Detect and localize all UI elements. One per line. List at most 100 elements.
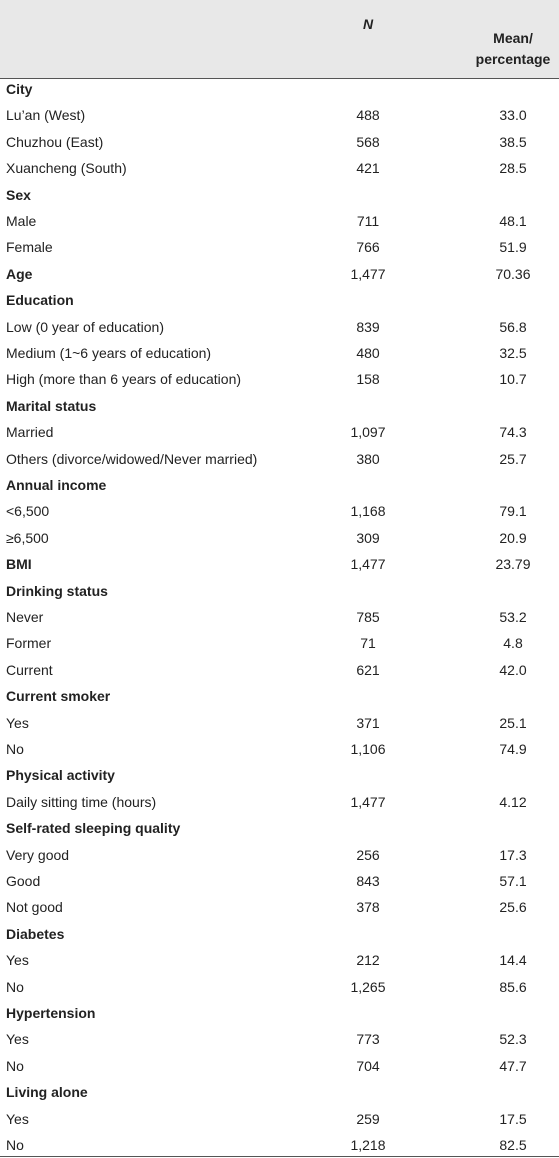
row-label: No: [6, 978, 24, 995]
table-row: Yes 371 25.1: [0, 710, 559, 736]
cell-value: 158: [356, 371, 380, 388]
table-row: Self-rated sleeping quality: [0, 815, 559, 841]
cell-value: 28.5: [499, 160, 527, 177]
table-row: Very good 256 17.3: [0, 842, 559, 868]
cell-value: 17.5: [499, 1110, 527, 1127]
cell-value: 85.6: [499, 978, 527, 995]
cell-value: 1,218: [350, 1137, 386, 1153]
row-label: No: [6, 741, 24, 757]
cell-value: 378: [356, 899, 380, 916]
table-row: Current smoker: [0, 683, 559, 709]
cell-value: 20.9: [499, 529, 527, 546]
cell-value: 42.0: [499, 661, 527, 678]
cell-value: 309: [356, 529, 380, 546]
row-label: High (more than 6 years of education): [6, 371, 242, 388]
cell-value: 74.9: [499, 741, 527, 757]
cell-value: 380: [356, 450, 380, 467]
cell-value: 52.3: [499, 1031, 527, 1048]
table-row: Diabetes: [0, 921, 559, 947]
table-row: Xuancheng (South) 421 28.5: [0, 155, 559, 181]
table-row: No 1,218 82.5: [0, 1132, 559, 1158]
table-row: Yes 259 17.5: [0, 1106, 559, 1132]
row-label: Chuzhou (East): [6, 133, 104, 150]
cell-value: 25.6: [499, 899, 527, 916]
cell-value: 25.1: [499, 714, 527, 731]
cell-value: 70.36: [495, 265, 531, 282]
row-label: Medium (1~6 years of education): [6, 345, 212, 361]
cell-value: 371: [356, 714, 380, 731]
row-label: Never: [6, 609, 44, 625]
cell-value: 785: [356, 609, 380, 625]
table-row: Good 843 57.1: [0, 868, 559, 894]
cell-value: 711: [356, 213, 380, 229]
cell-value: 766: [356, 239, 380, 256]
row-label: Married: [6, 424, 54, 441]
table-row: Never 785 53.2: [0, 604, 559, 630]
row-label: Living alone: [6, 1084, 88, 1101]
row-label: BMI: [6, 556, 32, 573]
table-row: Not good 378 25.6: [0, 894, 559, 920]
row-label: Self-rated sleeping quality: [6, 820, 181, 837]
row-label: ≥6,500: [6, 529, 49, 546]
row-label: <6,500: [6, 503, 50, 520]
table-row: Physical activity: [0, 762, 559, 788]
table-header: N Mean/ percentage: [0, 0, 559, 79]
row-label: Male: [6, 213, 37, 229]
cell-value: 51.9: [499, 239, 527, 256]
cell-value: 704: [356, 1057, 380, 1074]
row-label: Marital status: [6, 397, 97, 414]
cell-value: 17.3: [499, 846, 527, 863]
row-label: Yes: [6, 1031, 29, 1048]
row-label: Good: [6, 873, 41, 889]
table-row: No 704 47.7: [0, 1053, 559, 1079]
cell-value: 74.3: [499, 424, 527, 441]
table-row: No 1,106 74.9: [0, 736, 559, 762]
table-row: Married 1,097 74.3: [0, 419, 559, 445]
cell-value: 23.79: [495, 556, 531, 573]
cell-value: 48.1: [499, 213, 527, 229]
cell-value: 212: [356, 952, 380, 969]
table-row: Medium (1~6 years of education) 480 32.5: [0, 340, 559, 366]
cell-value: 843: [356, 873, 380, 889]
row-label: Physical activity: [6, 767, 115, 784]
row-label: City: [6, 81, 33, 97]
table-row: Hypertension: [0, 1000, 559, 1026]
cell-value: 1,168: [350, 503, 386, 520]
row-label: Not good: [6, 899, 63, 916]
row-label: Current smoker: [6, 688, 111, 705]
cell-value: 839: [356, 318, 380, 335]
table-row: BMI 1,477 23.79: [0, 551, 559, 577]
row-label: No: [6, 1057, 24, 1074]
row-label: Education: [6, 292, 74, 309]
cell-value: 1,477: [350, 793, 386, 810]
row-label: Drinking status: [6, 582, 108, 599]
cell-value: 621: [356, 661, 380, 678]
cell-value: 79.1: [499, 503, 527, 520]
cell-value: 25.7: [499, 450, 527, 467]
row-label: Very good: [6, 846, 70, 863]
cell-value: 488: [356, 107, 380, 124]
row-label: Diabetes: [6, 925, 65, 942]
row-label: Former: [6, 635, 52, 652]
cell-value: 1,097: [350, 424, 386, 441]
table-row: Chuzhou (East) 568 38.5: [0, 129, 559, 155]
cell-value: 4.12: [499, 793, 527, 810]
cell-value: 33.0: [499, 107, 527, 124]
row-label: Daily sitting time (hours): [6, 793, 157, 810]
cell-value: 14.4: [499, 952, 527, 969]
table-row: Daily sitting time (hours) 1,477 4.12: [0, 789, 559, 815]
table-row: City: [0, 76, 559, 102]
cell-value: 1,265: [350, 978, 386, 995]
table-row: Education: [0, 287, 559, 313]
row-label: Current: [6, 661, 53, 678]
row-label: Xuancheng (South): [6, 160, 127, 177]
row-label: Annual income: [6, 477, 107, 493]
cell-value: 480: [356, 345, 380, 361]
cell-value: 568: [356, 133, 380, 150]
table-row: ≥6,500 309 20.9: [0, 525, 559, 551]
table-row: Marital status: [0, 393, 559, 419]
cell-value: 1,106: [350, 741, 386, 757]
cell-value: 10.7: [499, 371, 527, 388]
cell-value: 4.8: [503, 635, 523, 652]
table-row: Drinking status: [0, 578, 559, 604]
